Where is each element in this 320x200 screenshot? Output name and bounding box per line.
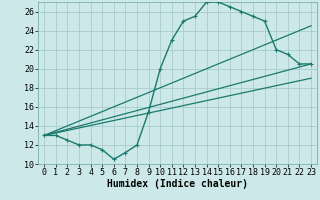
X-axis label: Humidex (Indice chaleur): Humidex (Indice chaleur) <box>107 179 248 189</box>
